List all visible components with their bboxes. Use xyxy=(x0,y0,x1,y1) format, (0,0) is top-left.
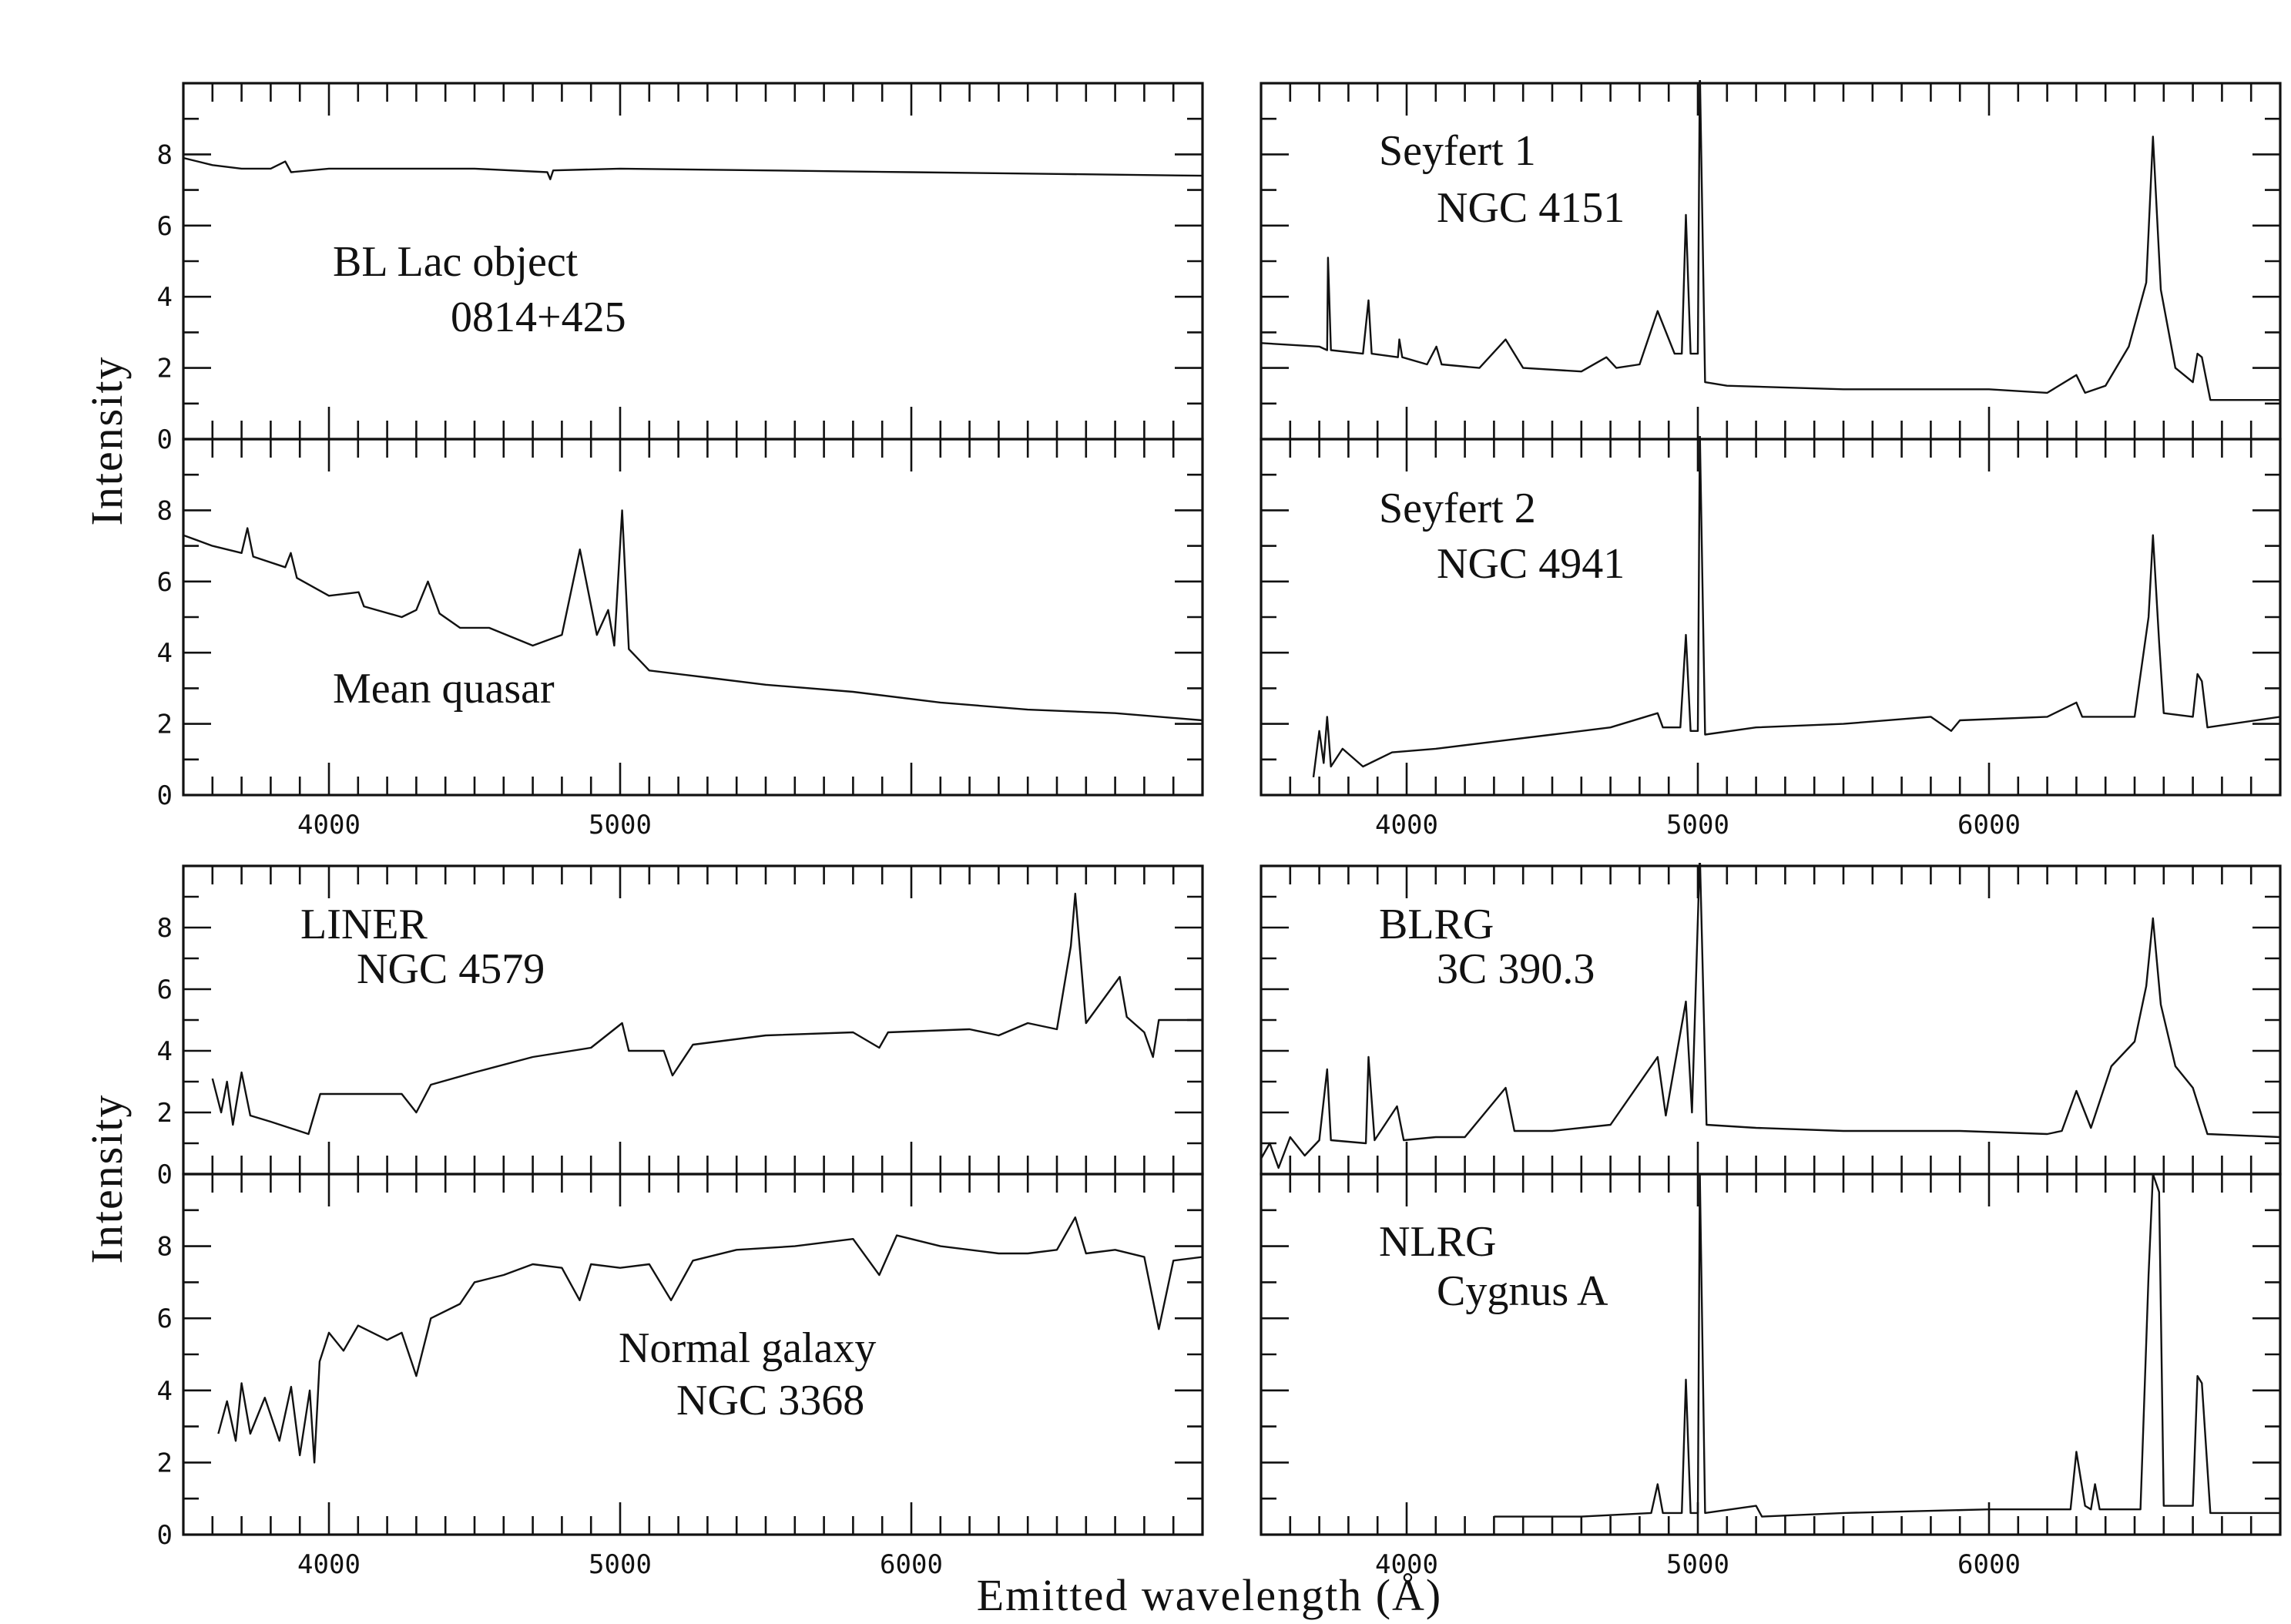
y-tick-label: 6 xyxy=(157,567,173,598)
spectra-panels: 0 2 4 6 8 BL Lac object 0814+425 0 2 4 6 8 4000 5000 M… xyxy=(157,80,2282,1580)
y-tick-label: 0 xyxy=(157,424,173,455)
x-tick-label: 4000 xyxy=(1375,810,1438,841)
x-tick-label: 6000 xyxy=(1957,810,2021,841)
x-tick-label: 5000 xyxy=(589,810,652,841)
x-axis-label: Emitted wavelength (Å) xyxy=(977,1570,1443,1620)
spectrum-line-bl-lac xyxy=(183,156,1203,180)
panel-label-mean-quasar: Mean quasar xyxy=(333,665,555,713)
y-tick-label: 8 xyxy=(157,495,173,526)
y-tick-label: 8 xyxy=(157,913,173,944)
panel-seyfert-1: Seyfert 1 NGC 4151 xyxy=(1260,80,2282,441)
y-tick-label: 0 xyxy=(157,1159,173,1190)
x-tick-label: 5000 xyxy=(1666,1549,1729,1580)
y-tick-label: 2 xyxy=(157,354,173,384)
panel-label-seyfert-2: Seyfert 2 xyxy=(1379,485,1536,532)
spectrum-line-nlrg xyxy=(1494,1173,2280,1518)
y-tick-label: 0 xyxy=(157,780,173,811)
panel-label-normal-galaxy: NGC 3368 xyxy=(676,1377,864,1424)
panel-label-liner: LINER xyxy=(300,901,428,948)
panel-label-seyfert-1: Seyfert 1 xyxy=(1379,127,1536,175)
spectrum-line-mean-quasar xyxy=(183,509,1203,722)
panel-frame xyxy=(182,438,1204,797)
x-tick-label: 6000 xyxy=(1957,1549,2021,1580)
panel-label-blrg: 3C 390.3 xyxy=(1437,945,1595,993)
panel-label-bl-lac: 0814+425 xyxy=(451,294,626,341)
panel-label-normal-galaxy: Normal galaxy xyxy=(619,1324,876,1372)
x-tick-label: 4000 xyxy=(1375,1549,1438,1580)
y-tick-label: 4 xyxy=(157,638,173,669)
x-tick-label: 5000 xyxy=(1666,810,1729,841)
panel-label-blrg: BLRG xyxy=(1379,901,1494,948)
panel-bl-lac: 0 2 4 6 8 BL Lac object 0814+425 xyxy=(157,82,1204,455)
x-tick-label: 6000 xyxy=(880,1549,943,1580)
spectrum-line-normal-galaxy xyxy=(217,1216,1203,1464)
panel-label-seyfert-2: NGC 4941 xyxy=(1437,540,1625,588)
panel-label-seyfert-1: NGC 4151 xyxy=(1437,184,1625,232)
y-tick-label: 6 xyxy=(157,975,173,1005)
x-tick-label: 4000 xyxy=(297,810,361,841)
y-tick-label: 4 xyxy=(157,282,173,313)
spectrum-line-liner xyxy=(211,892,1203,1136)
y-tick-label: 4 xyxy=(157,1036,173,1067)
y-axis-label-bottom: Intensity xyxy=(82,1094,132,1264)
spectrum-line-seyfert-1 xyxy=(1261,80,2280,401)
spectrum-line-seyfert-2 xyxy=(1312,436,2280,778)
y-tick-label: 2 xyxy=(157,710,173,740)
y-axis-label-top: Intensity xyxy=(82,356,132,526)
x-tick-label: 5000 xyxy=(589,1549,652,1580)
y-tick-label: 2 xyxy=(157,1448,173,1478)
x-tick-label: 4000 xyxy=(297,1549,361,1580)
panel-label-liner: NGC 4579 xyxy=(357,945,545,993)
spectrum-line-blrg xyxy=(1261,863,2280,1169)
y-tick-label: 0 xyxy=(157,1520,173,1551)
y-tick-label: 2 xyxy=(157,1098,173,1129)
y-tick-label: 6 xyxy=(157,211,173,242)
panel-seyfert-2: 4000 5000 6000 Seyfert 2 NGC 4941 xyxy=(1260,436,2282,841)
y-tick-label: 8 xyxy=(157,1232,173,1263)
y-tick-label: 6 xyxy=(157,1304,173,1334)
y-tick-label: 8 xyxy=(157,139,173,170)
panel-label-nlrg: Cygnus A xyxy=(1437,1267,1608,1315)
panel-normal-galaxy: 0 2 4 6 8 4000 5000 6000 Normal galaxy NGC 3368 xyxy=(157,1173,1204,1580)
panel-label-bl-lac: BL Lac object xyxy=(333,238,579,286)
panel-mean-quasar: 0 2 4 6 8 4000 5000 Mean quasar xyxy=(157,438,1204,841)
panel-label-nlrg: NLRG xyxy=(1379,1218,1496,1266)
y-tick-label: 4 xyxy=(157,1376,173,1407)
